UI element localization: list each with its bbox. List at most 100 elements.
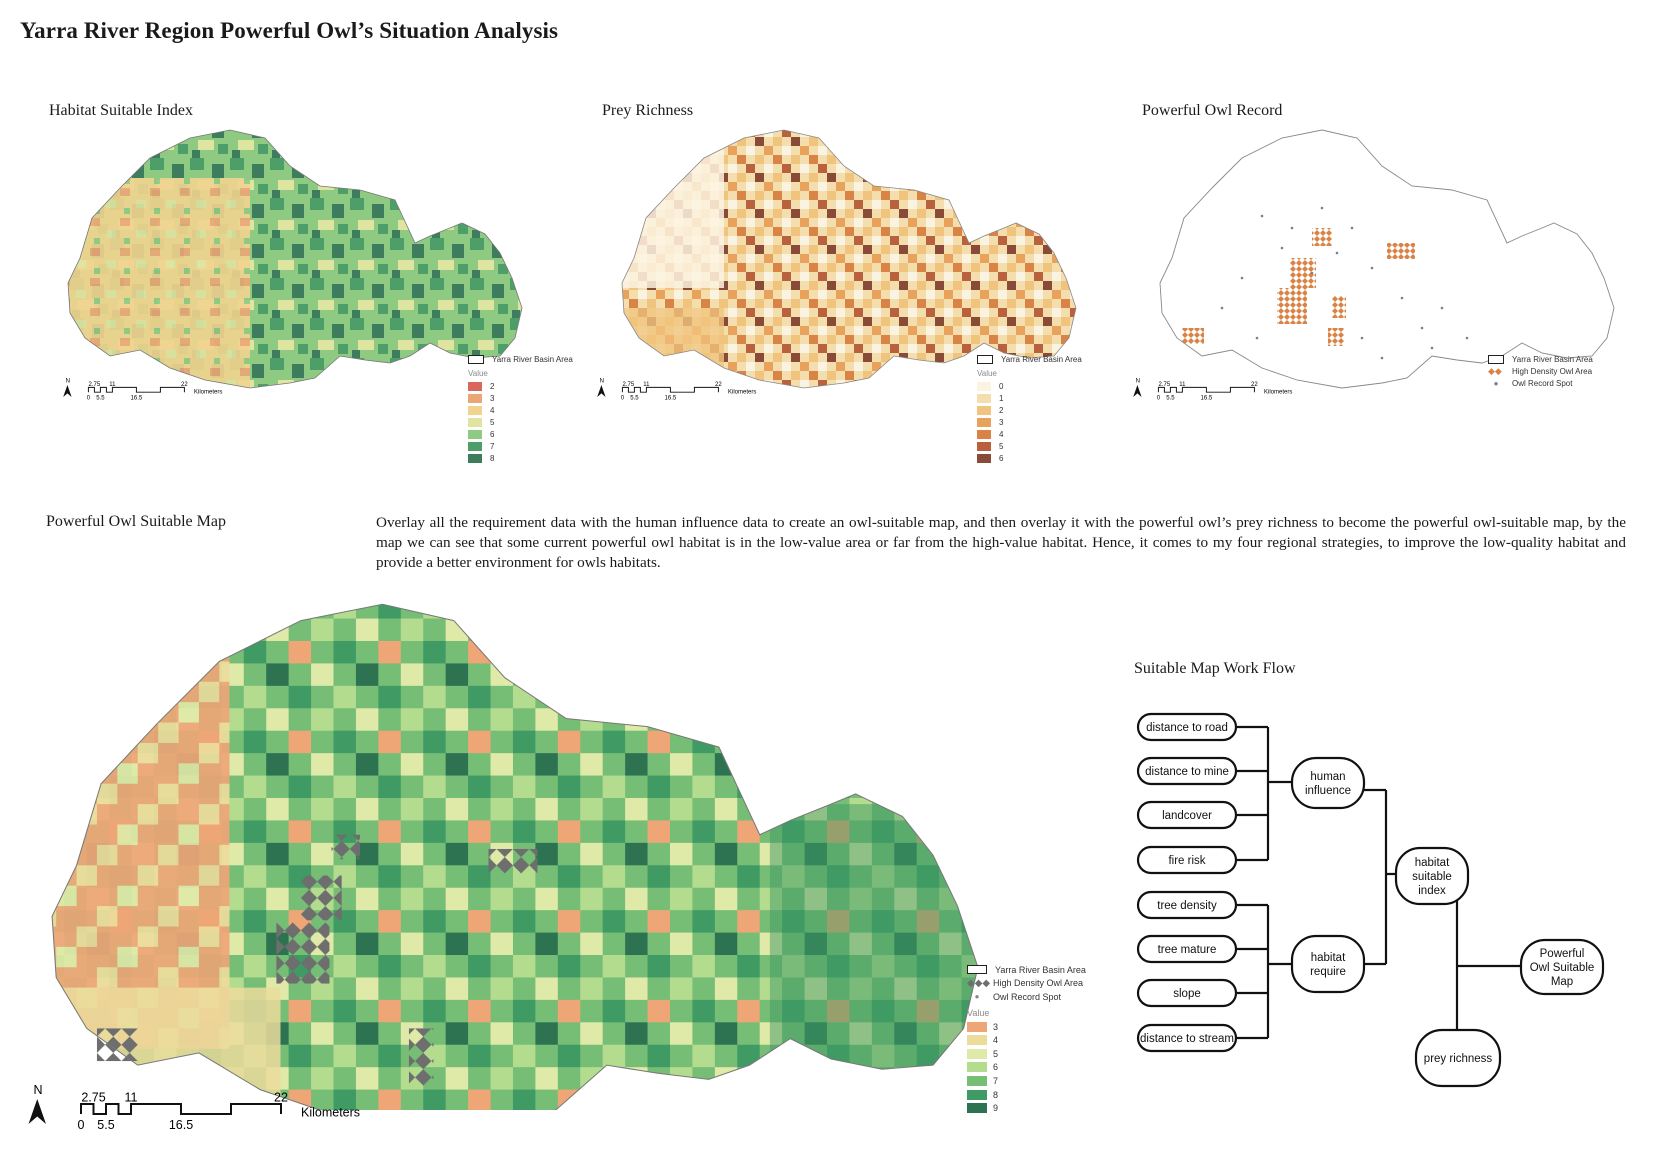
suitable-legend-label: 5 xyxy=(993,1048,999,1059)
scale-bar-line xyxy=(1157,386,1255,393)
north-label: N xyxy=(34,1083,43,1097)
prey-legend-swatch xyxy=(977,429,991,439)
owl-legend: Yarra River Basin Area ◆◆ High Density Ow… xyxy=(1488,353,1593,389)
prey-scalebar: N 2.75 11 22 0 5.5 16.5 Kilometers xyxy=(597,379,756,401)
hsi-legend-basin: Yarra River Basin Area xyxy=(492,354,573,364)
suitable-scalebar: N 2.75 11 22 0 5.5 16.5 Kilometers xyxy=(28,1083,360,1132)
suitable-legend-row: 9 xyxy=(967,1101,1086,1115)
scale-tick-bottom: 5.5 xyxy=(97,1118,114,1132)
suitable-legend-row: 6 xyxy=(967,1061,1086,1075)
workflow-node-input: distance to stream xyxy=(1136,1023,1238,1053)
workflow-node-prey-richness-label: prey richness xyxy=(1424,1053,1493,1065)
prey-legend-swatch xyxy=(977,441,991,451)
scale-unit: Kilometers xyxy=(301,1106,360,1120)
description: Overlay all the requirement data with th… xyxy=(376,514,1626,571)
workflow-node-habitat-require-label: habitat xyxy=(1311,952,1346,964)
hsi-legend-label: 2 xyxy=(490,381,495,391)
scale-tick-bottom: 16.5 xyxy=(169,1118,193,1132)
hsi-title: Habitat Suitable Index xyxy=(49,102,193,119)
suitable-legend-swatch xyxy=(967,1103,987,1114)
workflow-node-input: landcover xyxy=(1136,800,1238,830)
workflow-node-input-label: landcover xyxy=(1162,810,1212,822)
workflow-node-habitat-require-label: require xyxy=(1310,966,1346,978)
scale-bar-line xyxy=(87,386,185,393)
scale-tick-top: 2.75 xyxy=(623,382,635,388)
suitable-legend-row: 4 xyxy=(967,1033,1086,1047)
hsi-legend-value-label: Value xyxy=(468,369,488,378)
suitable-legend: Yarra River Basin Area ◆◆◆ High Density O… xyxy=(967,963,1086,1115)
workflow-node-human-influence-label: influence xyxy=(1305,785,1351,797)
owl-legend-basin: Yarra River Basin Area xyxy=(1512,354,1593,364)
north-label: N xyxy=(1136,379,1140,385)
scale-bar-line xyxy=(621,386,719,393)
suitable-legend-label: 6 xyxy=(993,1062,999,1073)
workflow-node-input: tree mature xyxy=(1136,934,1238,964)
hsi-legend-label: 6 xyxy=(490,429,495,439)
scale-tick-top: 22 xyxy=(274,1091,288,1105)
scale-tick-bottom: 0 xyxy=(1157,395,1161,401)
prey-legend-row: 1 xyxy=(977,392,1082,404)
suitable-title: Powerful Owl Suitable Map xyxy=(46,513,226,530)
scale-tick-bottom: 16.5 xyxy=(1201,395,1213,401)
workflow-node-input-label: fire risk xyxy=(1168,855,1205,867)
hsi-legend-row: 8 xyxy=(468,452,573,464)
scale-tick-bottom: 0 xyxy=(621,395,625,401)
suitable-legend-spot: Owl Record Spot xyxy=(993,991,1062,1002)
scale-tick-top: 22 xyxy=(715,382,722,388)
workflow-node-input-label: distance to road xyxy=(1146,722,1228,734)
hsi-legend-swatch xyxy=(468,429,482,439)
suitable-legend-label: 7 xyxy=(993,1075,999,1086)
suitable-legend-swatch xyxy=(967,1021,987,1032)
record-dot-icon: ● xyxy=(1493,378,1499,388)
owl-legend-spot: Owl Record Spot xyxy=(1512,378,1573,388)
scale-tick-top: 11 xyxy=(109,382,116,388)
scale-unit: Kilometers xyxy=(728,389,756,395)
prey-legend-label: 2 xyxy=(999,405,1004,415)
workflow-node-input-label: slope xyxy=(1173,988,1201,1000)
workflow-node-input: distance to road xyxy=(1136,712,1238,742)
workflow-node-hsi-label: index xyxy=(1418,885,1446,897)
prey-legend-swatch xyxy=(977,381,991,391)
owl-record-map xyxy=(1159,129,1615,389)
hsi-legend-row: 3 xyxy=(468,392,573,404)
workflow-node-input: tree density xyxy=(1136,890,1238,920)
prey-legend-row: 5 xyxy=(977,440,1082,452)
hsi-legend-swatch xyxy=(468,417,482,427)
hsi-map xyxy=(67,129,523,389)
workflow-node-output-label: Owl Suitable xyxy=(1530,962,1595,974)
scale-tick-top: 2.75 xyxy=(89,382,101,388)
scale-tick-bottom: 5.5 xyxy=(1166,395,1175,401)
north-arrow-icon xyxy=(63,385,72,397)
hsi-legend-swatch xyxy=(468,405,482,415)
suitable-legend-swatch xyxy=(967,1035,987,1046)
scale-tick-top: 22 xyxy=(1251,382,1258,388)
scale-tick-bottom: 5.5 xyxy=(630,395,639,401)
workflow-node-human-influence-label: human xyxy=(1310,771,1345,783)
scale-tick-top: 11 xyxy=(1179,382,1186,388)
north-label: N xyxy=(600,379,604,385)
hsi-legend-row: 2 xyxy=(468,380,573,392)
prey-legend-swatch xyxy=(977,405,991,415)
suitable-legend-label: 4 xyxy=(993,1035,999,1046)
north-arrow-icon xyxy=(1133,385,1142,397)
hsi-legend-row: 4 xyxy=(468,404,573,416)
scale-tick-top: 2.75 xyxy=(1159,382,1171,388)
owl-title: Powerful Owl Record xyxy=(1142,102,1283,119)
hsi-legend-swatch xyxy=(468,393,482,403)
scale-tick-bottom: 16.5 xyxy=(665,395,677,401)
workflow-node-input-label: tree density xyxy=(1157,900,1217,912)
hsi-legend-label: 8 xyxy=(490,453,495,463)
scale-tick-top: 11 xyxy=(643,382,650,388)
suitable-legend-label: 8 xyxy=(993,1089,999,1100)
workflow-node-input-label: distance to mine xyxy=(1145,766,1229,778)
workflow-node-input: distance to mine xyxy=(1136,756,1238,786)
workflow-node-habitat-require: habitat require xyxy=(1290,934,1366,994)
workflow-node-human-influence: human influence xyxy=(1290,756,1366,810)
suitable-spot-icon: ● xyxy=(974,992,980,1002)
owl-scalebar: N 2.75 11 22 0 5.5 16.5 Kilometers xyxy=(1133,379,1292,401)
hsi-legend: Yarra River Basin Area Value 2 3 4 5 6 7 8 xyxy=(468,353,573,464)
prey-legend-row: 4 xyxy=(977,428,1082,440)
suitable-legend-label: 3 xyxy=(993,1021,999,1032)
north-arrow-icon xyxy=(597,385,606,397)
workflow-node-input-label: tree mature xyxy=(1158,944,1217,956)
